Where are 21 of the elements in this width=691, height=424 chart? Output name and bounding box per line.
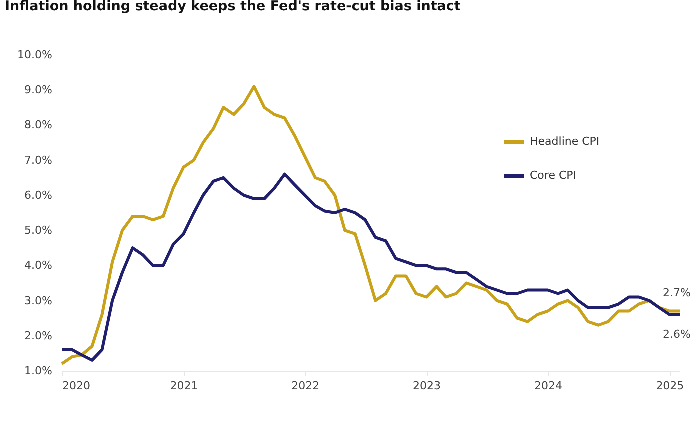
x-tick-label: 2024 xyxy=(534,380,562,392)
y-tick-label: 6.0% xyxy=(24,188,52,202)
y-tick-label: 7.0% xyxy=(24,154,52,167)
annotation: 2.6% xyxy=(663,328,691,341)
x-tick-label: 2025 xyxy=(656,380,684,392)
x-tick-label: 2021 xyxy=(170,380,198,392)
x-tick-label: 2020 xyxy=(62,380,90,392)
y-tick-label: 9.0% xyxy=(24,84,52,97)
y-tick-label: 3.0% xyxy=(24,294,52,308)
x-tick-label: 2022 xyxy=(292,380,320,392)
y-tick-label: 1.0% xyxy=(24,364,52,378)
legend-label: Headline CPI xyxy=(530,135,600,148)
annotation: 2.7% xyxy=(663,286,691,300)
y-tick-label: 10.0% xyxy=(18,48,52,62)
x-tick-label: 2023 xyxy=(413,380,442,392)
legend-label: Core CPI xyxy=(530,169,577,182)
y-tick-label: 8.0% xyxy=(24,118,52,132)
chart-title: Inflation holding steady keeps the Fed's rate-cut bias intact xyxy=(5,0,462,14)
y-tick-label: 4.0% xyxy=(24,259,52,272)
y-tick-label: 2.0% xyxy=(24,329,52,342)
y-tick-label: 5.0% xyxy=(24,224,52,238)
